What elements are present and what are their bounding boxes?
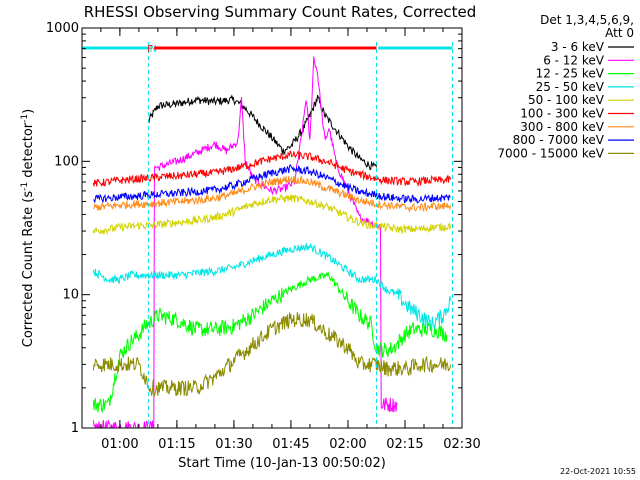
y-tick-label: 100 bbox=[54, 154, 79, 169]
series-line bbox=[93, 163, 451, 204]
legend-label: 100 - 300 keV bbox=[520, 107, 604, 121]
series-line bbox=[92, 56, 398, 428]
chart-title: RHESSI Observing Summary Count Rates, Co… bbox=[84, 3, 477, 21]
y-tick-label: 10 bbox=[62, 288, 79, 303]
y-axis-label-part: detector bbox=[21, 122, 36, 182]
series-line bbox=[92, 193, 452, 236]
y-tick-label: 1 bbox=[71, 421, 79, 436]
footer-timestamp: 22-Oct-2021 10:55 bbox=[560, 467, 636, 476]
legend-header: Det 1,3,4,5,6,9, bbox=[540, 13, 634, 27]
legend-label: 25 - 50 keV bbox=[536, 80, 605, 94]
x-axis: 01:00 01:15 01:30 01:45 02:00 02:15 02:30 bbox=[100, 28, 481, 452]
x-tick-label: 01:00 bbox=[101, 437, 138, 452]
series-line bbox=[93, 175, 452, 214]
x-tick-label: 02:00 bbox=[329, 437, 366, 452]
series-line bbox=[92, 242, 452, 332]
legend-label: 3 - 6 keV bbox=[551, 40, 605, 54]
x-tick-label: 02:15 bbox=[386, 437, 423, 452]
series-line bbox=[147, 94, 377, 171]
y-axis-label-superscript: -1 bbox=[20, 182, 30, 191]
legend-label: 7000 - 15000 keV bbox=[497, 146, 604, 160]
x-tick-label: 02:30 bbox=[443, 437, 480, 452]
y-tick-label: 1000 bbox=[46, 21, 79, 36]
y-axis: 1 10 100 1000 bbox=[46, 21, 462, 436]
y-axis-label-part: Corrected Count Rate (s bbox=[21, 191, 36, 348]
x-axis-label: Start Time (10-Jan-13 00:50:02) bbox=[178, 456, 386, 471]
x-tick-label: 01:30 bbox=[215, 437, 252, 452]
legend-label: 800 - 7000 keV bbox=[513, 133, 605, 147]
x-tick-label: 01:45 bbox=[272, 437, 309, 452]
legend-label: 300 - 800 keV bbox=[520, 120, 604, 134]
series-line bbox=[92, 150, 452, 188]
series-line bbox=[92, 271, 448, 414]
flag-label: N bbox=[150, 44, 157, 55]
legend-label: 12 - 25 keV bbox=[536, 67, 605, 81]
x-tick-label: 01:15 bbox=[158, 437, 195, 452]
y-axis-label-part: ) bbox=[21, 109, 36, 114]
y-axis-label-superscript: -1 bbox=[20, 114, 30, 123]
series-layer bbox=[92, 56, 452, 428]
legend-label: 50 - 100 keV bbox=[528, 93, 605, 107]
series-line bbox=[92, 312, 452, 398]
legend-label: 6 - 12 keV bbox=[543, 53, 605, 67]
flag-bars: NF bbox=[82, 42, 453, 428]
legend-header: Att 0 bbox=[605, 26, 634, 40]
flag-label: F bbox=[147, 44, 153, 55]
y-axis-label: Corrected Count Rate (s-1 detector-1) bbox=[20, 109, 36, 347]
